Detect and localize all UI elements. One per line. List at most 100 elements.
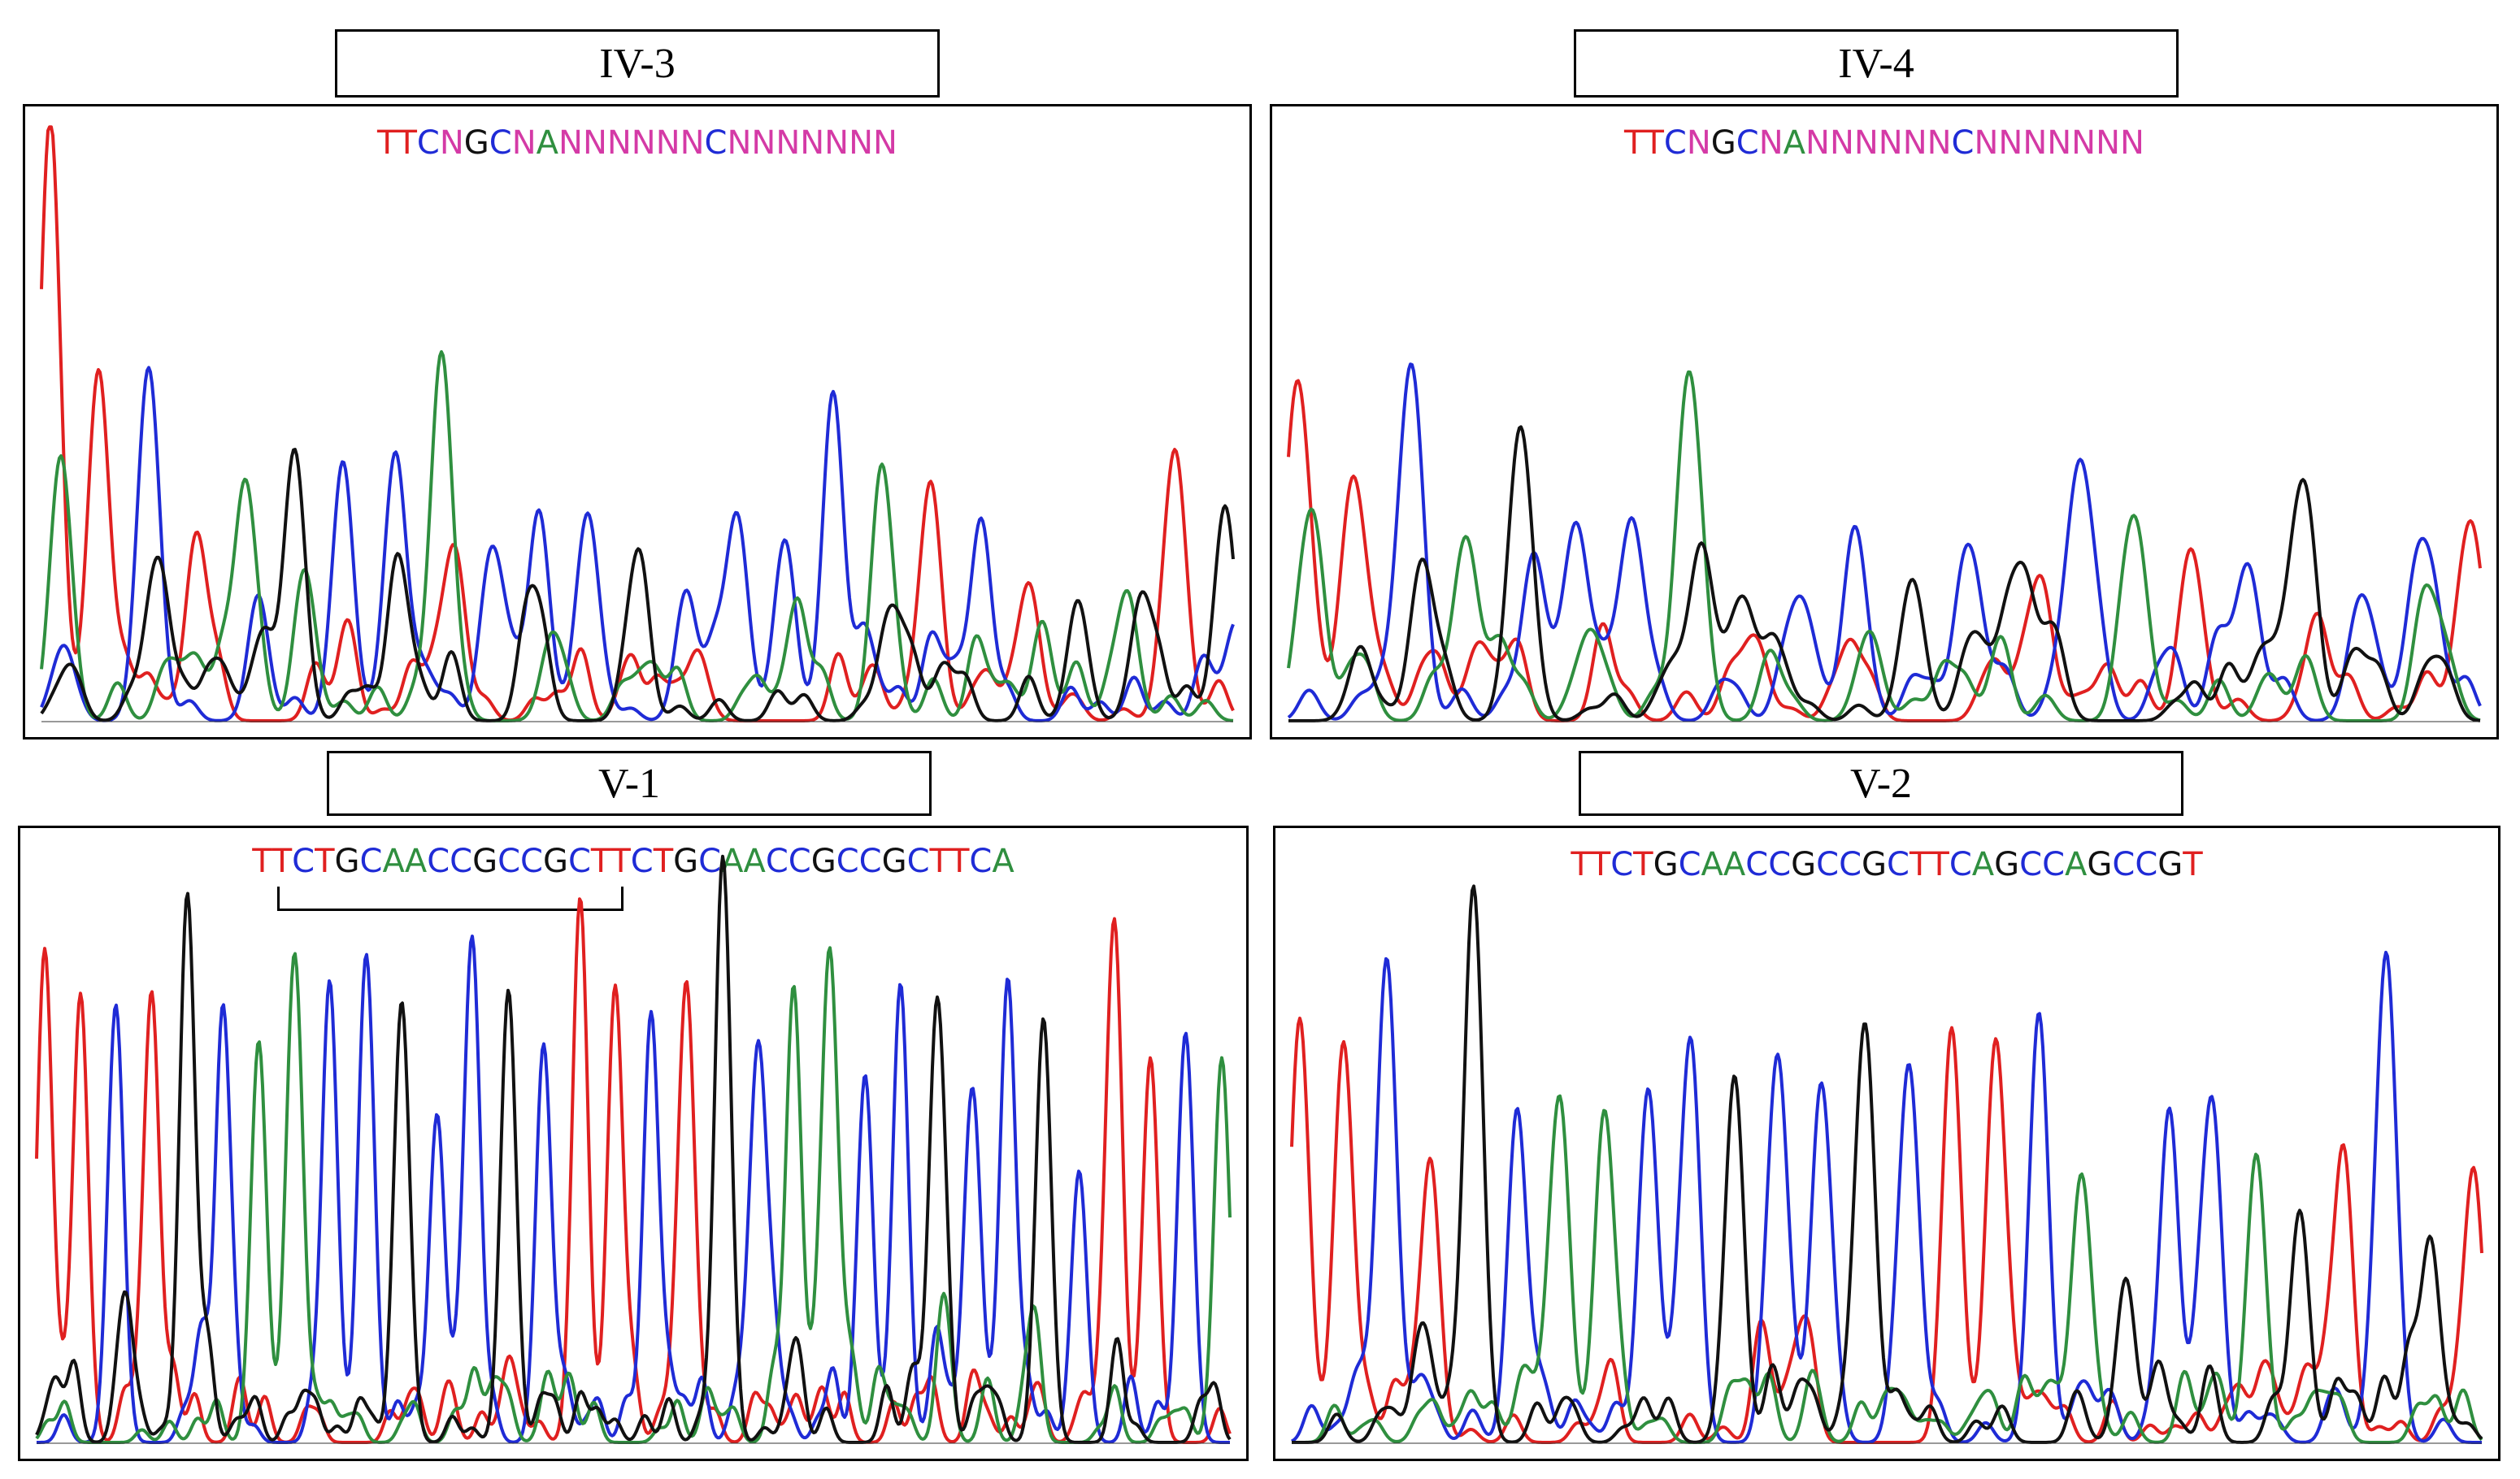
base-call-c: C [1768, 846, 1792, 883]
base-call-t: T [1624, 124, 1645, 162]
base-call-a: A [404, 843, 428, 880]
base-call-t: T [1590, 846, 1611, 883]
base-call-n: N [776, 124, 801, 162]
base-call-g: G [673, 843, 699, 880]
base-call-c: C [497, 843, 521, 880]
base-call-t: T [2183, 846, 2203, 883]
base-call-t: T [1644, 124, 1664, 162]
trace-a [40, 349, 1234, 722]
base-call-n: N [727, 124, 752, 162]
base-call-t: T [610, 843, 631, 880]
base-call-t: T [1929, 846, 1949, 883]
base-call-n: N [2047, 124, 2072, 162]
base-call-n: N [849, 124, 874, 162]
base-call-g: G [1791, 846, 1817, 883]
base-call-a: A [1971, 846, 1995, 883]
sequence-iv-3: TTCNGCNANNNNNNCNNNNNNN [25, 124, 1249, 162]
base-call-c: C [765, 843, 789, 880]
base-call-t: T [272, 843, 293, 880]
base-call-g: G [542, 843, 568, 880]
trace-g [1288, 425, 2481, 722]
base-call-n: N [1878, 124, 1903, 162]
base-call-n: N [439, 124, 464, 162]
base-call-t: T [315, 843, 335, 880]
base-call-t: T [929, 843, 949, 880]
trace-g [40, 448, 1235, 722]
base-call-c: C [2019, 846, 2043, 883]
base-call-n: N [631, 124, 656, 162]
trace-c [37, 935, 1230, 1444]
base-call-n: N [511, 124, 537, 162]
base-call-g: G [472, 843, 498, 880]
base-call-g: G [881, 843, 907, 880]
base-call-g: G [2087, 846, 2113, 883]
base-call-n: N [582, 124, 607, 162]
base-call-n: N [2120, 124, 2144, 162]
base-call-g: G [1710, 124, 1736, 162]
sequence-v-2: TTCTGCAACCGCCGCTTCAGCCAGCCGT [1275, 846, 2498, 883]
base-call-n: N [2096, 124, 2121, 162]
base-call-n: N [1974, 124, 1999, 162]
chromatogram-panel-v-2: TTCTGCAACCGCCGCTTCAGCCAGCCGT [1273, 826, 2500, 1461]
base-call-t: T [397, 124, 417, 162]
label-v-1-text: V-1 [597, 760, 661, 807]
base-call-n: N [1829, 124, 1854, 162]
base-call-t: T [1909, 846, 1930, 883]
base-call-a: A [1723, 846, 1746, 883]
base-call-c: C [906, 843, 930, 880]
base-call-c: C [858, 843, 882, 880]
base-call-c: C [1610, 846, 1634, 883]
base-call-c: C [1678, 846, 1701, 883]
base-call-a: A [382, 843, 405, 880]
base-call-g: G [2157, 846, 2183, 883]
base-call-a: A [992, 843, 1015, 880]
base-call-n: N [751, 124, 776, 162]
label-iv-3-text: IV-3 [599, 40, 676, 87]
base-call-n: N [873, 124, 897, 162]
base-call-n: N [1853, 124, 1879, 162]
base-call-a: A [1783, 124, 1806, 162]
label-v-2: V-2 [1579, 751, 2183, 816]
trace-a [1287, 370, 2481, 722]
base-call-n: N [2071, 124, 2096, 162]
base-call-a: A [1701, 846, 1723, 883]
chromatogram-iv-4 [1287, 362, 2482, 722]
chromatogram-panel-iv-3: TTCNGCNANNNNNNCNNNNNNN [23, 104, 1252, 740]
base-call-n: N [1686, 124, 1711, 162]
base-call-t: T [252, 843, 272, 880]
trace-t [40, 125, 1235, 722]
label-iv-4-text: IV-4 [1838, 40, 1914, 87]
base-call-n: N [1998, 124, 2023, 162]
trace-g [1292, 884, 2483, 1444]
base-call-g: G [463, 124, 489, 162]
base-call-c: C [1816, 846, 1840, 883]
trace-a [1292, 1094, 2483, 1444]
trace-g [35, 854, 1232, 1444]
base-call-c: C [489, 124, 512, 162]
chromatogram-panel-v-1: TTCTGCAACCGCCGCTTCTGCAACCGCCGCTTCA [18, 826, 1249, 1461]
base-call-c: C [1663, 124, 1687, 162]
base-call-n: N [680, 124, 705, 162]
base-call-n: N [824, 124, 849, 162]
base-call-t: T [590, 843, 611, 880]
base-call-g: G [334, 843, 360, 880]
base-call-c: C [2112, 846, 2135, 883]
base-call-c: C [836, 843, 859, 880]
base-call-c: C [450, 843, 473, 880]
base-call-n: N [558, 124, 583, 162]
sequence-v-1: TTCTGCAACCGCCGCTTCTGCAACCGCCGCTTCA [20, 843, 1246, 880]
base-call-n: N [2023, 124, 2048, 162]
base-call-c: C [1887, 846, 1910, 883]
base-call-c: C [1745, 846, 1769, 883]
base-call-c: C [520, 843, 543, 880]
base-call-c: C [567, 843, 591, 880]
base-call-c: C [630, 843, 654, 880]
base-call-c: C [2135, 846, 2158, 883]
chromatogram-iv-3 [40, 125, 1235, 722]
repeat-bracket [277, 887, 623, 911]
base-call-a: A [743, 843, 766, 880]
base-call-c: C [1951, 124, 1975, 162]
base-call-t: T [1571, 846, 1591, 883]
base-call-n: N [1758, 124, 1784, 162]
trace-t [35, 897, 1232, 1444]
